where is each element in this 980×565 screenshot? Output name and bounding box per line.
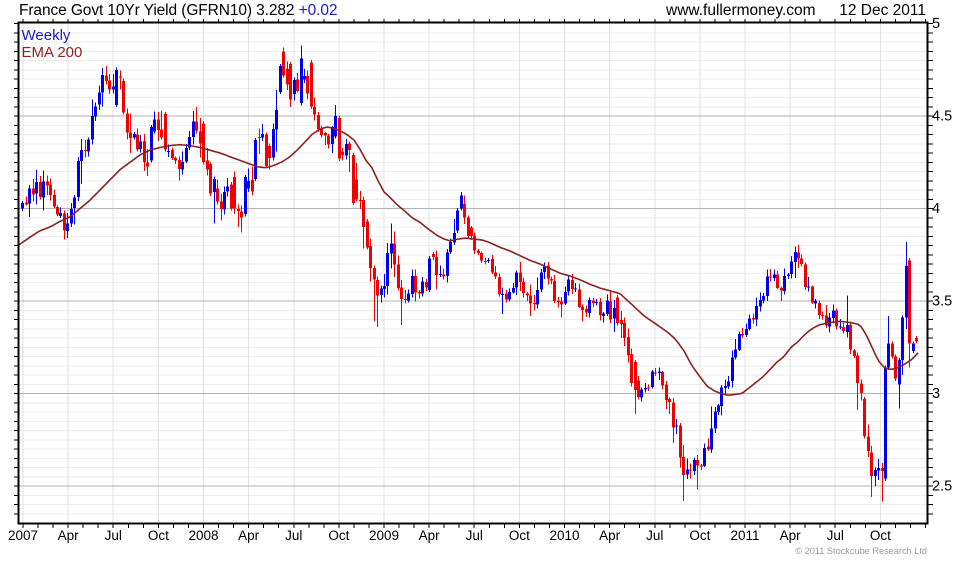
svg-text:2011: 2011 — [730, 528, 759, 543]
svg-text:4: 4 — [932, 201, 940, 217]
svg-text:Jul: Jul — [466, 528, 483, 543]
svg-text:Oct: Oct — [328, 528, 349, 543]
svg-text:© 2011 Stockcube Research Ltd: © 2011 Stockcube Research Ltd — [795, 546, 927, 556]
svg-text:Apr: Apr — [238, 528, 260, 543]
svg-text:Oct: Oct — [870, 528, 891, 543]
svg-text:Oct: Oct — [689, 528, 710, 543]
svg-text:2.5: 2.5 — [932, 479, 952, 495]
svg-text:Jul: Jul — [285, 528, 302, 543]
svg-text:2008: 2008 — [188, 528, 218, 543]
svg-text:France Govt 10Yr Yield (GFRN10: France Govt 10Yr Yield (GFRN10) 3.282 +0… — [19, 2, 337, 19]
svg-text:Weekly: Weekly — [22, 27, 71, 44]
svg-text:Oct: Oct — [509, 528, 530, 543]
svg-text:EMA 200: EMA 200 — [22, 44, 83, 61]
svg-text:4.5: 4.5 — [932, 109, 952, 125]
svg-text:2009: 2009 — [369, 528, 399, 543]
svg-text:www.fullermoney.com: www.fullermoney.com — [665, 2, 816, 19]
svg-text:Jul: Jul — [646, 528, 663, 543]
svg-text:Apr: Apr — [419, 528, 441, 543]
svg-text:Apr: Apr — [599, 528, 621, 543]
svg-text:Apr: Apr — [780, 528, 802, 543]
svg-text:2007: 2007 — [8, 528, 38, 543]
svg-text:12 Dec 2011: 12 Dec 2011 — [839, 2, 926, 19]
svg-text:Oct: Oct — [148, 528, 169, 543]
svg-text:2010: 2010 — [549, 528, 579, 543]
svg-text:3.5: 3.5 — [932, 294, 952, 310]
svg-text:Jul: Jul — [105, 528, 122, 543]
svg-text:Jul: Jul — [827, 528, 844, 543]
svg-text:Apr: Apr — [58, 528, 80, 543]
svg-text:3: 3 — [932, 386, 940, 402]
svg-text:5: 5 — [932, 16, 940, 32]
